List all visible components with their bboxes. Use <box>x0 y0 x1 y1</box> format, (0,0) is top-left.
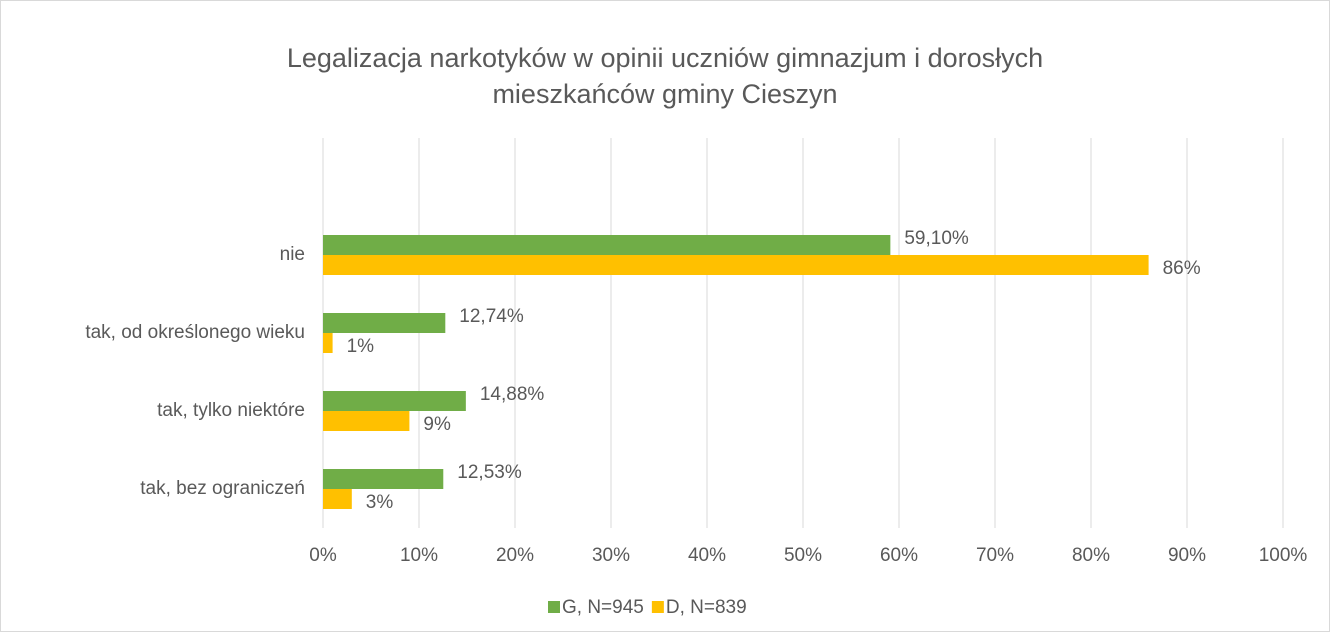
bar <box>323 333 333 353</box>
x-tick-label: 0% <box>309 545 337 566</box>
legend-swatch <box>548 601 560 613</box>
x-tick-label: 10% <box>400 545 438 566</box>
x-tick-label: 90% <box>1168 545 1206 566</box>
x-tick-label: 60% <box>880 545 918 566</box>
data-label: 1% <box>347 336 375 357</box>
data-label: 14,88% <box>480 384 545 405</box>
chart-title: Legalizacja narkotyków w opinii uczniów … <box>287 43 1043 73</box>
bar <box>323 469 444 489</box>
data-label: 9% <box>423 414 451 435</box>
y-tick-label: tak, bez ograniczeń <box>140 478 305 499</box>
bar <box>323 391 466 411</box>
y-tick-label: tak, tylko niektóre <box>157 400 305 421</box>
x-tick-label: 70% <box>976 545 1014 566</box>
x-tick-label: 100% <box>1259 545 1308 566</box>
y-tick-label: nie <box>280 244 305 265</box>
legend-label: G, N=945 <box>562 597 644 618</box>
x-tick-label: 50% <box>784 545 822 566</box>
data-label: 3% <box>366 492 394 513</box>
legend-label: D, N=839 <box>666 597 747 618</box>
data-label: 12,53% <box>457 462 522 483</box>
x-tick-label: 20% <box>496 545 534 566</box>
y-tick-label: tak, od określonego wieku <box>85 322 305 343</box>
bar <box>323 313 446 333</box>
bar <box>323 255 1149 275</box>
data-label: 12,74% <box>459 306 524 327</box>
x-tick-label: 40% <box>688 545 726 566</box>
x-tick-label: 30% <box>592 545 630 566</box>
x-tick-label: 80% <box>1072 545 1110 566</box>
data-label: 59,10% <box>904 228 969 249</box>
bar <box>323 411 410 431</box>
chart-title: mieszkańców gminy Cieszyn <box>492 79 837 109</box>
legend-swatch <box>651 601 664 613</box>
data-label: 86% <box>1163 258 1201 279</box>
bar <box>323 489 352 509</box>
bar <box>323 235 891 255</box>
